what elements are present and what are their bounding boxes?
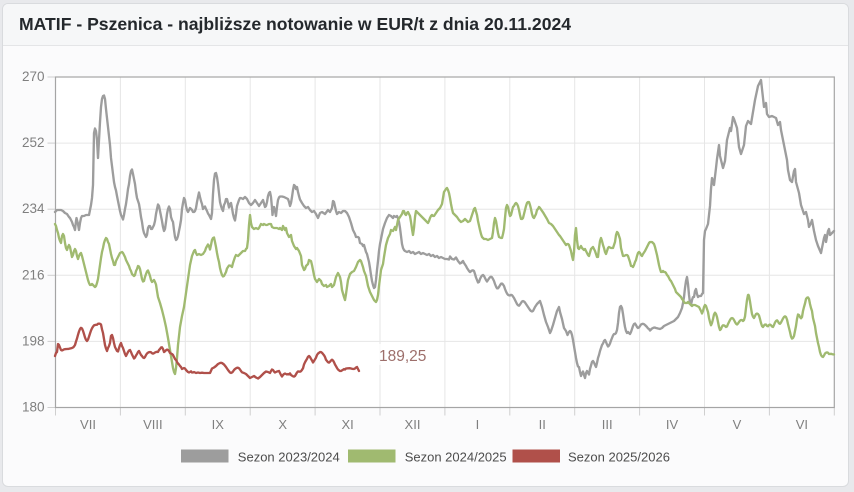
svg-text:XII: XII	[405, 417, 421, 432]
svg-text:VIII: VIII	[143, 417, 163, 432]
svg-text:Sezon 2025/2026: Sezon 2025/2026	[568, 449, 670, 464]
svg-text:IX: IX	[212, 417, 225, 432]
svg-text:II: II	[539, 417, 546, 432]
svg-text:XI: XI	[341, 417, 353, 432]
svg-text:X: X	[278, 417, 287, 432]
svg-text:VII: VII	[80, 417, 96, 432]
svg-text:Sezon 2024/2025: Sezon 2024/2025	[405, 449, 507, 464]
svg-text:252: 252	[22, 135, 45, 150]
svg-text:Sezon 2023/2024: Sezon 2023/2024	[238, 449, 340, 464]
svg-text:IV: IV	[666, 417, 679, 432]
svg-text:VI: VI	[796, 417, 808, 432]
svg-text:180: 180	[22, 400, 45, 415]
svg-text:III: III	[602, 417, 613, 432]
svg-text:270: 270	[22, 69, 45, 84]
svg-text:V: V	[733, 417, 742, 432]
svg-text:189,25: 189,25	[379, 348, 426, 365]
svg-text:216: 216	[22, 267, 45, 282]
svg-text:234: 234	[22, 201, 45, 216]
svg-text:198: 198	[22, 333, 45, 348]
svg-text:I: I	[476, 417, 480, 432]
